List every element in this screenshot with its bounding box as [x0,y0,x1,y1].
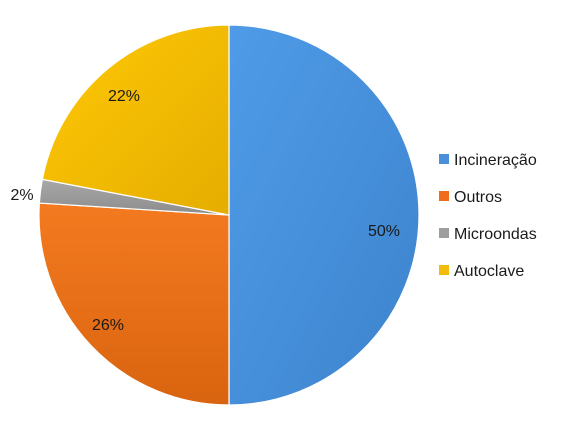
pct-label-autoclave: 22% [108,88,140,105]
pie-slice-incineracao [228,24,420,406]
legend-swatch-incineracao [439,154,449,164]
pct-label-microondas: 2% [10,187,33,204]
legend-label-incineracao: Incineração [454,152,537,169]
legend: Incineração Outros Microondas Autoclave [439,152,537,280]
pie-slices [38,24,420,406]
pct-label-outros: 26% [92,317,124,334]
legend-label-microondas: Microondas [454,226,537,243]
legend-label-autoclave: Autoclave [454,263,524,280]
legend-swatch-outros [439,191,449,201]
pie-percent-labels: 50% 26% 2% 22% [10,88,400,334]
legend-swatch-autoclave [439,265,449,275]
legend-label-outros: Outros [454,189,502,206]
legend-swatch-microondas [439,228,449,238]
pie-slice-outros [38,202,230,406]
pie-slice-autoclave [41,24,230,216]
pct-label-incineracao: 50% [368,223,400,240]
